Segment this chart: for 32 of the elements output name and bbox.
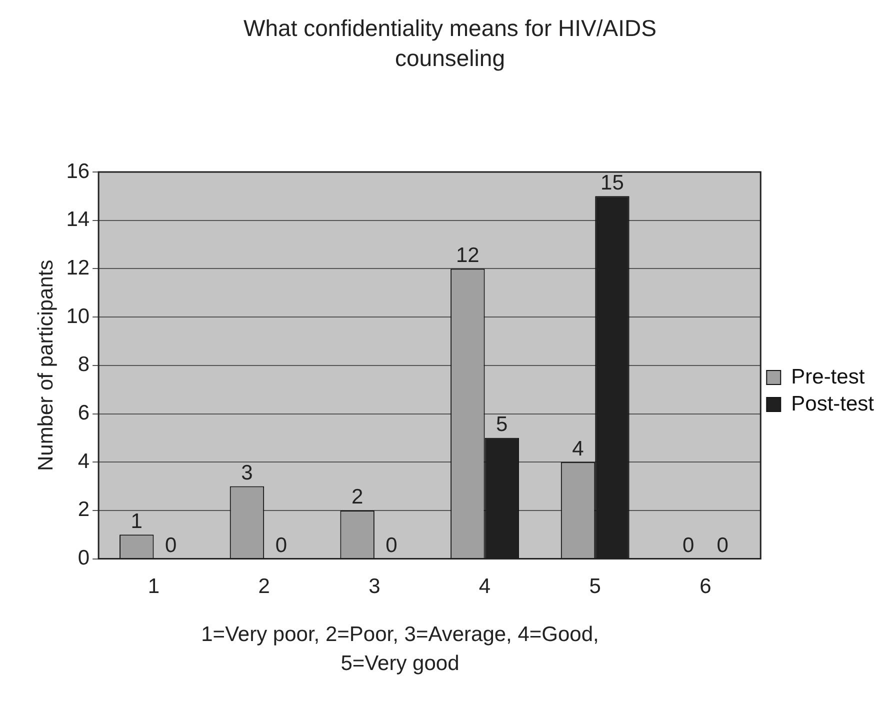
data-label: 12 <box>456 244 480 267</box>
data-label: 0 <box>386 534 398 558</box>
y-tick-label: 12 <box>66 256 90 280</box>
data-label: 2 <box>351 486 364 509</box>
data-label: 0 <box>716 534 728 558</box>
y-tick-label: 4 <box>78 450 90 473</box>
y-tick-label: 0 <box>78 546 90 570</box>
x-axis-title: 1=Very poor, 2=Poor, 3=Average, 4=Good, 5=Very good <box>200 622 600 678</box>
data-label: 3 <box>241 462 253 485</box>
chart-title: What confidentiality means for HIV/AIDS counseling <box>242 14 658 73</box>
data-label: 15 <box>600 171 624 194</box>
data-label: 4 <box>572 437 584 460</box>
legend-label: Post-test <box>791 392 874 416</box>
data-label: 0 <box>164 534 177 558</box>
x-tick-label: 2 <box>258 575 270 598</box>
x-tick-label: 4 <box>478 575 491 598</box>
x-tick-label: 6 <box>700 575 712 598</box>
y-tick-label: 8 <box>78 353 90 376</box>
y-tick-label: 16 <box>66 160 90 183</box>
y-tick-label: 14 <box>66 208 90 232</box>
x-tick-label: 3 <box>368 575 380 598</box>
y-tick-label: 6 <box>78 402 90 425</box>
x-tick-label: 5 <box>589 575 601 598</box>
y-tick-label: 2 <box>78 498 90 522</box>
data-label: 0 <box>275 534 288 558</box>
y-axis-title: Number of participants <box>34 260 58 472</box>
data-label: 1 <box>130 510 142 533</box>
data-label: 5 <box>496 413 508 436</box>
legend-label: Pre-test <box>791 365 865 388</box>
x-tick-label: 1 <box>148 575 160 598</box>
data-label: 0 <box>682 534 694 558</box>
y-tick-label: 10 <box>66 304 90 328</box>
